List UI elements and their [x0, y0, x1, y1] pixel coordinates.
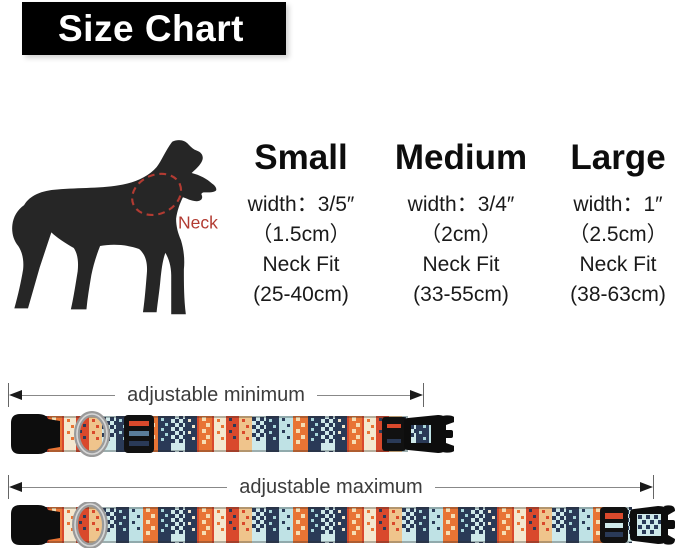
size-width-cm: （2cm）	[420, 223, 502, 246]
tri-glide-slider	[124, 415, 154, 453]
size-column-small: Small width：3/5″ （1.5cm） Neck Fit (25-40…	[228, 138, 374, 310]
dog-body-shape	[12, 140, 217, 315]
arrow-left-icon	[9, 482, 22, 492]
dimension-line	[434, 486, 641, 488]
size-fit-label: Neck Fit	[262, 253, 340, 276]
size-fit-range: (33-55cm)	[413, 283, 509, 306]
size-fit-range: (38-63cm)	[570, 283, 666, 306]
size-name: Small	[254, 138, 348, 177]
arrow-left-icon	[9, 390, 22, 400]
adjustable-minimum-annotation: adjustable minimum	[8, 382, 425, 408]
arrow-right-icon	[410, 390, 424, 400]
size-column-medium: Medium width：3/4″ （2cm） Neck Fit (33-55c…	[385, 138, 537, 310]
size-width: width：1″	[573, 193, 663, 216]
size-name: Medium	[394, 138, 528, 177]
dimension-line	[22, 394, 116, 396]
collar-maximum-image	[11, 502, 675, 548]
dimension-tick	[8, 383, 9, 407]
dimension-tick	[653, 475, 655, 499]
female-buckle	[11, 505, 60, 545]
size-width: width：3/4″	[407, 193, 515, 216]
webbing	[44, 416, 408, 452]
dimension-line	[316, 394, 411, 396]
tri-glide-slider	[600, 507, 628, 543]
adjustable-minimum-label: adjustable minimum	[127, 383, 305, 406]
size-fit-label: Neck Fit	[579, 253, 657, 276]
neck-measure-dashed-circle	[131, 172, 183, 217]
size-fit-label: Neck Fit	[422, 253, 500, 276]
size-fit-range: (25-40cm)	[253, 283, 349, 306]
arrow-right-icon	[640, 482, 654, 492]
male-buckle	[404, 415, 454, 453]
strap-keeper	[382, 417, 406, 451]
dimension-tick	[8, 475, 9, 499]
webbing	[44, 507, 632, 543]
size-width-cm: （2.5cm）	[568, 223, 668, 246]
size-column-large: Large width：1″ （2.5cm） Neck Fit (38-63cm…	[557, 138, 679, 310]
adjustable-maximum-annotation: adjustable maximum	[8, 474, 655, 500]
neck-label: Neck	[178, 212, 218, 232]
collar-minimum-image	[11, 411, 454, 457]
dimension-tick	[423, 383, 425, 407]
dimension-line	[22, 486, 228, 488]
size-width-cm: （1.5cm）	[251, 223, 351, 246]
female-buckle	[11, 414, 60, 454]
dog-silhouette-icon: Neck	[12, 140, 218, 315]
size-width: width：3/5″	[247, 193, 355, 216]
dog-figure: Neck	[10, 133, 235, 323]
male-buckle	[630, 505, 675, 545]
adjustable-maximum-label: adjustable maximum	[239, 475, 423, 498]
size-name: Large	[570, 138, 666, 177]
page-title: Size Chart	[22, 2, 286, 55]
page-title-text: Size Chart	[58, 7, 244, 49]
